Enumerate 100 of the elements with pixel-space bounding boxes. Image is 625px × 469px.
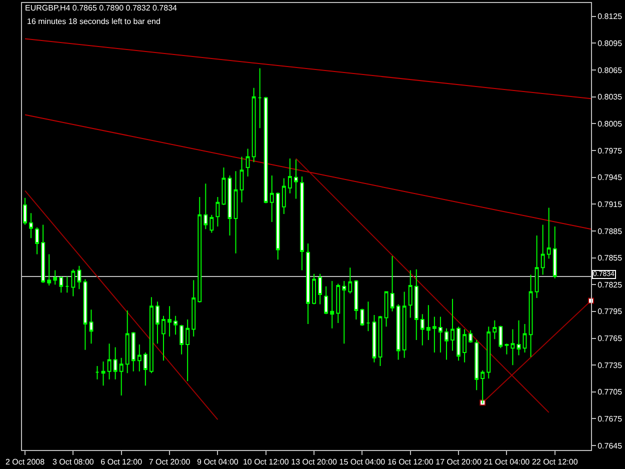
candlestick [432, 316, 436, 354]
candlestick [174, 315, 178, 336]
candlestick [324, 286, 328, 315]
y-tick-label: 0.8125 [598, 12, 623, 22]
candlestick [342, 280, 346, 344]
x-tick-label: 22 Oct 12:00 [532, 458, 578, 467]
candlestick [204, 183, 208, 230]
candlestick [143, 352, 148, 386]
candlestick [162, 315, 166, 362]
candlestick [168, 306, 172, 337]
y-tick-label: 0.7855 [598, 254, 623, 263]
candlestick [186, 318, 190, 382]
candlestick [282, 178, 286, 214]
candlestick [264, 96, 268, 204]
candlestick [420, 314, 424, 346]
candlestick [492, 320, 497, 340]
y-tick-label: 0.7705 [598, 388, 623, 397]
candlestick [480, 370, 485, 404]
y-tick-label: 0.8005 [598, 119, 623, 128]
y-tick-label: 0.8095 [598, 39, 623, 48]
candlestick [510, 328, 515, 366]
x-tick-label: 2 Oct 2008 [5, 458, 46, 467]
candlestick [125, 310, 130, 374]
candlestick [35, 226, 40, 255]
candlestick [234, 170, 238, 254]
candlestick [540, 224, 545, 276]
candlestick [222, 167, 226, 206]
y-tick-label: 0.7645 [598, 441, 623, 450]
candlestick [300, 176, 304, 271]
candlestick [384, 291, 388, 328]
candlestick [438, 316, 442, 354]
candlestick [312, 273, 316, 305]
candlestick [486, 326, 491, 379]
candlestick [149, 296, 154, 374]
candlestick [252, 87, 256, 163]
candlestick [318, 273, 322, 305]
x-tick-label: 13 Oct 20:00 [291, 458, 338, 467]
candlestick [360, 308, 364, 326]
x-tick-label: 17 Oct 20:00 [436, 458, 482, 467]
candlestick [23, 197, 27, 226]
candlestick [498, 325, 503, 349]
candlestick [180, 324, 184, 355]
y-tick-label: 0.7735 [598, 360, 623, 370]
candlestick [336, 283, 340, 324]
candlestick [348, 267, 352, 294]
candlestick [210, 214, 214, 234]
candlestick [372, 314, 376, 363]
candlestick [378, 315, 382, 366]
candlestick [47, 254, 52, 286]
candlestick [366, 301, 370, 332]
x-tick-label: 21 Oct 04:00 [484, 458, 530, 467]
candlestick [522, 323, 527, 354]
candlestick [71, 268, 76, 297]
candlestick [468, 330, 473, 344]
candlestick [294, 158, 298, 200]
y-tick-label: 0.7915 [598, 200, 623, 209]
candlestick [546, 207, 551, 260]
candlestick [444, 328, 448, 360]
candlestick [137, 344, 142, 372]
candlestick [462, 328, 467, 363]
candlestick [354, 280, 358, 320]
candlestick [516, 320, 521, 356]
candlestick [396, 304, 400, 360]
candlestick [402, 291, 406, 358]
y-tick-label: 0.7765 [598, 334, 623, 344]
candlestick [258, 68, 262, 129]
candlestick [41, 224, 46, 284]
candlestick [528, 274, 533, 358]
candlestick [65, 276, 70, 294]
y-tick-label: 0.7795 [598, 307, 623, 316]
candlestick [216, 196, 220, 227]
candlestick [107, 343, 112, 380]
candlestick [456, 326, 461, 362]
chart-title: EURGBP,H4 0.7865 0.7890 0.7832 0.7834 [25, 3, 178, 12]
candlestick [552, 226, 557, 279]
candlestick [198, 196, 202, 303]
candlestick [156, 301, 160, 344]
candlestick [288, 158, 292, 194]
x-tick-label: 7 Oct 20:00 [148, 458, 191, 467]
x-tick-label: 10 Oct 12:00 [242, 458, 290, 467]
candlestick [53, 270, 58, 286]
candlestick [83, 278, 88, 350]
y-tick-label: 0.7885 [598, 226, 623, 236]
candlestick [414, 268, 418, 341]
candlestick [270, 175, 274, 223]
candlestick [330, 280, 334, 329]
y-tick-label: 0.7825 [598, 280, 623, 290]
candlestick [246, 148, 250, 177]
y-tick-label: 0.7675 [598, 414, 623, 424]
candlestick [29, 212, 34, 239]
y-tick-label: 0.7945 [598, 173, 623, 182]
candlestick [113, 346, 118, 380]
x-tick-label: 9 Oct 04:00 [197, 458, 239, 467]
candlestick [390, 256, 394, 312]
candlestick [276, 192, 280, 260]
candlestick [426, 304, 430, 341]
candlestick [408, 270, 412, 318]
candlestick [534, 234, 539, 299]
candlestick [228, 175, 232, 236]
candlestick [131, 331, 136, 372]
